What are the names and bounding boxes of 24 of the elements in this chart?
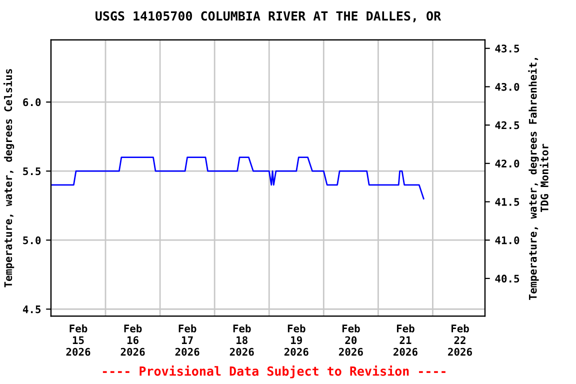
y2-tick-label: 42.0 [495,160,520,168]
y2-tick-label: 42.5 [495,121,520,130]
y-tick-label: 6.0 [23,98,41,106]
x-tick-label: Feb 20 2026 [338,324,363,356]
y-tick-label: 4.5 [22,305,41,314]
y-axis-title: Temperature, water, degrees Celsius [3,69,14,288]
y2-tick-label: 41.5 [495,198,520,206]
y2-tick-label: 43.0 [495,82,520,91]
y2-axis-title: Temperature, water, degrees Fahrenheit, TDG Monitor [528,58,548,300]
x-tick-label: Feb 18 2026 [230,324,254,356]
chart-title: USGS 14105700 COLUMBIA RIVER AT THE DALLES, OR [96,11,442,22]
x-tick-label: Feb 19 2026 [284,324,308,356]
x-tick-label: Feb 21 2026 [394,324,418,356]
text: ---- Provisional Data Subject to Revision ---- [102,365,446,378]
y-tick-label: 5.5 [23,167,41,176]
y2-tick-label: 41.0 [495,236,520,244]
y2-tick-label: 43.5 [495,44,520,52]
y-tick-label: 5.0 [23,236,41,244]
x-tick-label: Feb 22 2026 [448,324,472,356]
x-tick-label: Feb 17 2026 [175,324,200,356]
x-tick-label: Feb 16 2026 [120,324,145,356]
x-tick-label: Feb 15 2026 [66,324,90,356]
y2-tick-label: 40.5 [495,274,520,283]
line-series [50,156,424,200]
